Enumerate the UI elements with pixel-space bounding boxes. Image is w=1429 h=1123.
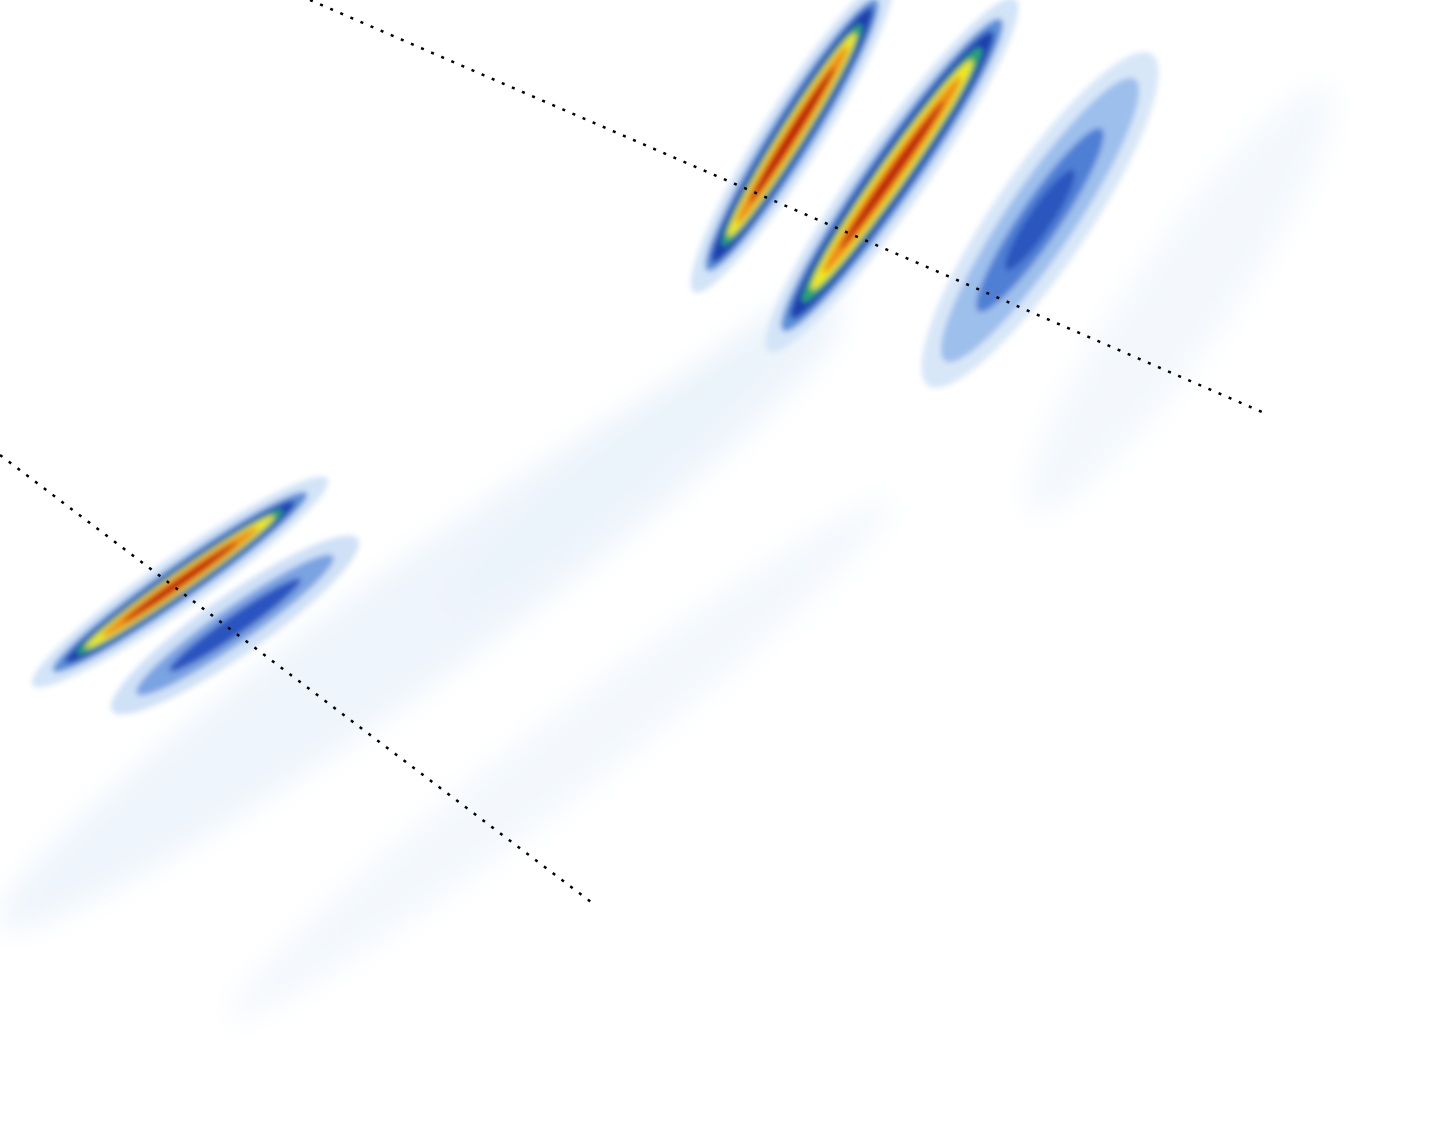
hot-streak (765, 0, 1019, 353)
streak-layer (840, 101, 944, 249)
streak-layer (169, 578, 301, 672)
streak-layer (749, 67, 835, 203)
hot-streak (31, 476, 329, 688)
streak-layer (122, 541, 238, 623)
haze-band (449, 271, 851, 609)
haze (0, 85, 1335, 1021)
blue-streak (921, 52, 1159, 388)
hot-streak (690, 0, 894, 293)
haze-band (228, 499, 892, 1021)
streak-layer (1005, 169, 1075, 271)
haze-band (1025, 85, 1335, 515)
dotted-line (309, 0, 1263, 414)
blue-streak (110, 535, 360, 715)
